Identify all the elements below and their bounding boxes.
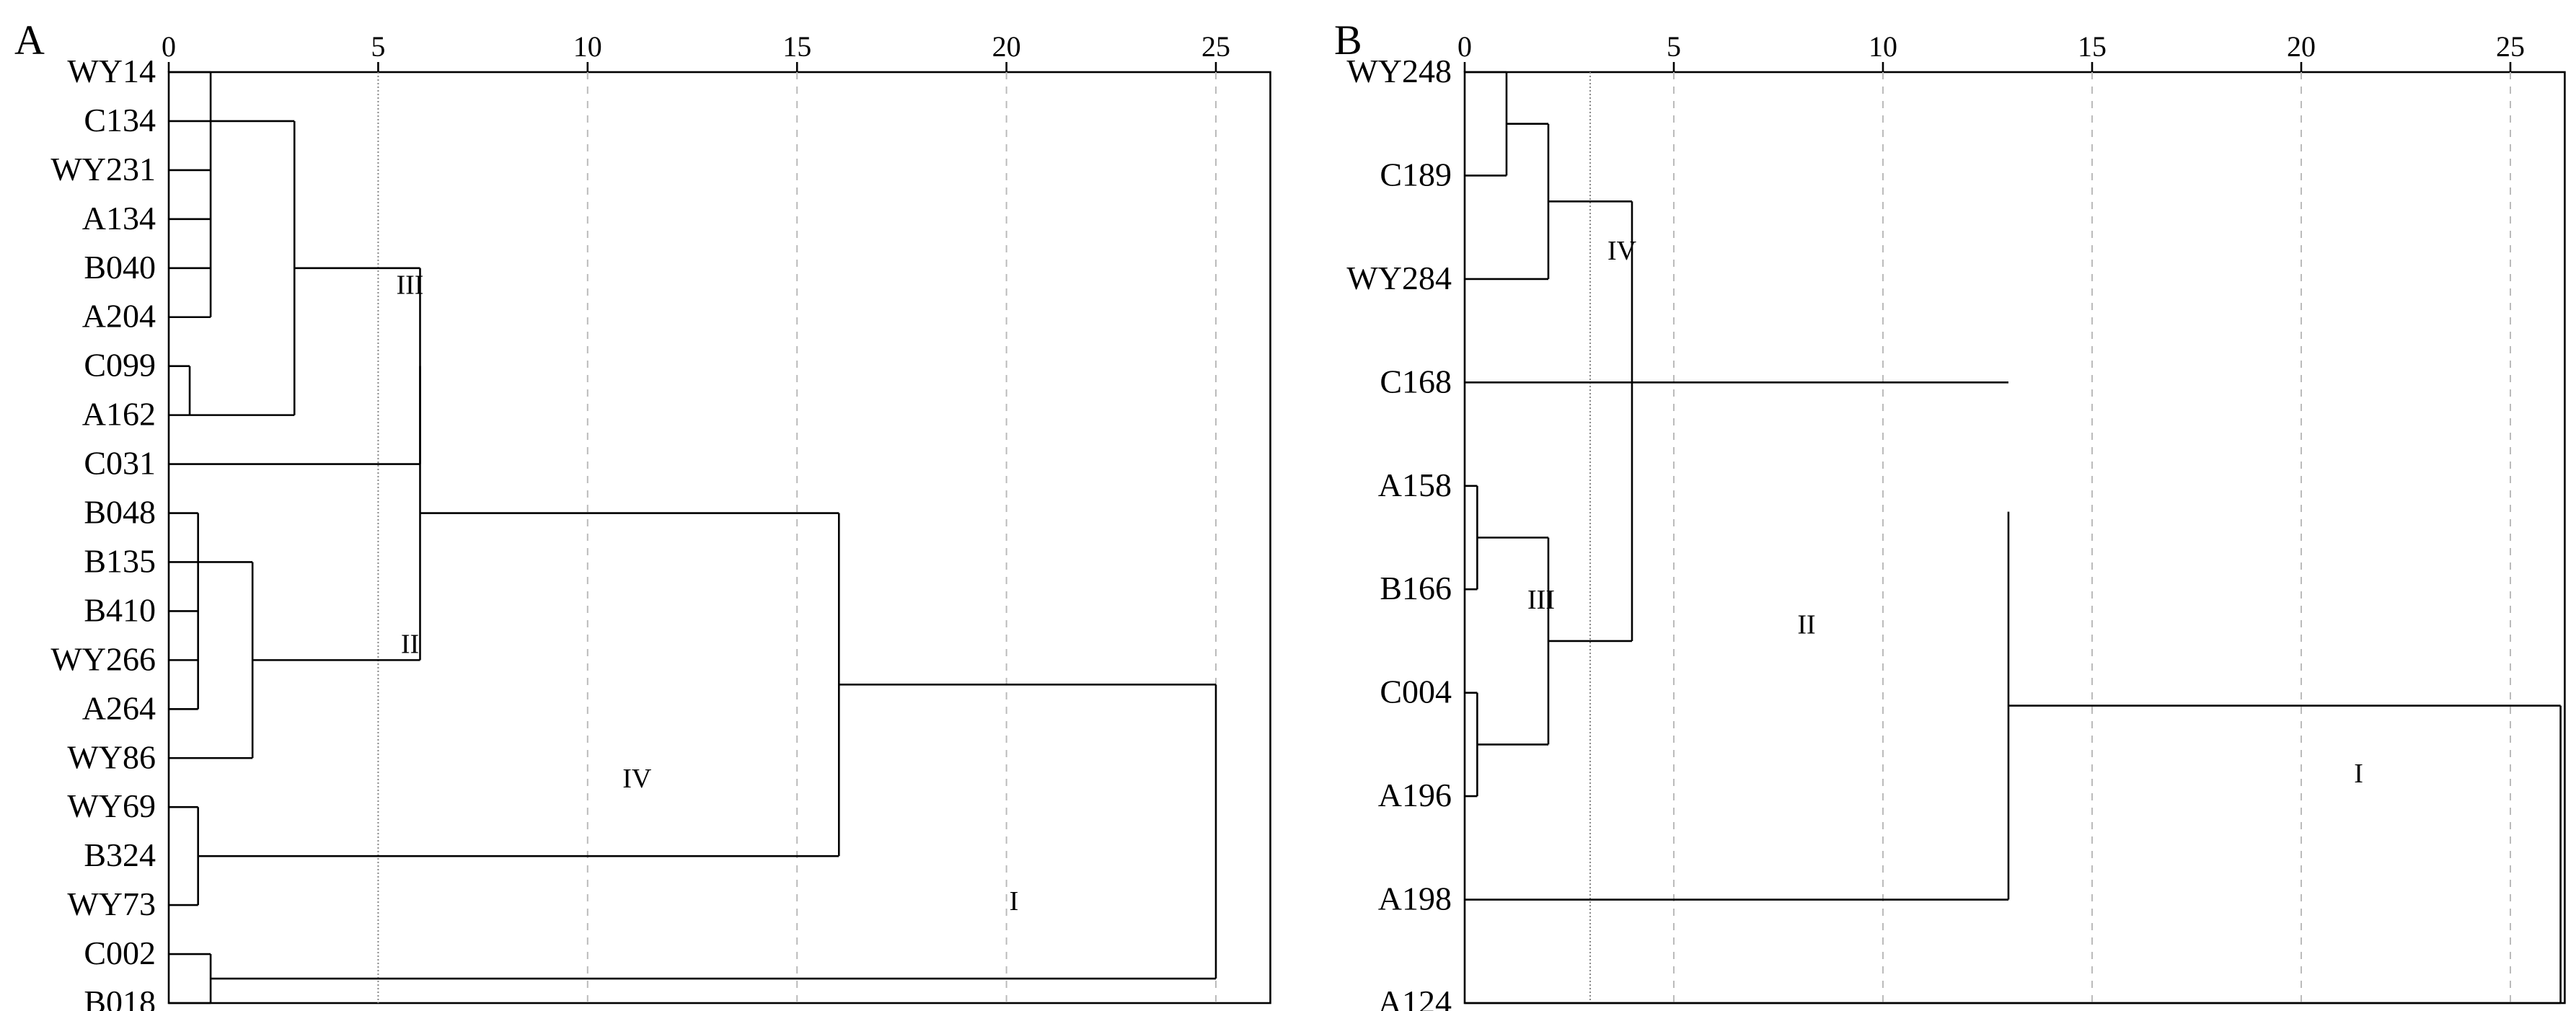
svg-text:B135: B135 (84, 542, 156, 579)
svg-text:C099: C099 (84, 347, 156, 384)
svg-text:20: 20 (992, 30, 1021, 63)
svg-text:B: B (1334, 17, 1362, 63)
svg-text:WY266: WY266 (50, 640, 156, 677)
svg-text:15: 15 (782, 30, 811, 63)
svg-text:A124: A124 (1378, 984, 1452, 1011)
svg-text:10: 10 (1869, 30, 1897, 63)
svg-text:0: 0 (162, 30, 176, 63)
svg-text:II: II (401, 629, 419, 659)
svg-text:5: 5 (1667, 30, 1681, 63)
svg-text:A196: A196 (1378, 777, 1452, 813)
svg-text:20: 20 (2287, 30, 2316, 63)
svg-text:B018: B018 (84, 984, 156, 1011)
svg-text:C189: C189 (1380, 156, 1452, 193)
svg-text:A: A (14, 17, 45, 63)
svg-text:C134: C134 (84, 102, 156, 138)
svg-text:III: III (1527, 585, 1555, 615)
svg-text:B166: B166 (1380, 570, 1452, 606)
svg-text:C002: C002 (84, 935, 156, 971)
svg-text:B040: B040 (84, 249, 156, 286)
svg-text:C168: C168 (1380, 363, 1452, 399)
svg-text:C004: C004 (1380, 674, 1452, 710)
svg-text:I: I (1010, 886, 1019, 917)
svg-text:WY284: WY284 (1346, 260, 1452, 296)
svg-text:IV: IV (622, 764, 652, 794)
svg-text:15: 15 (2078, 30, 2107, 63)
svg-text:IV: IV (1607, 236, 1637, 266)
svg-text:II: II (1797, 610, 1815, 640)
svg-text:A198: A198 (1378, 880, 1452, 917)
svg-text:B410: B410 (84, 591, 156, 628)
svg-text:WY73: WY73 (67, 886, 156, 922)
svg-text:10: 10 (573, 30, 602, 63)
svg-text:A162: A162 (82, 396, 156, 433)
svg-text:25: 25 (2496, 30, 2525, 63)
svg-text:C031: C031 (84, 445, 156, 482)
svg-text:WY248: WY248 (1346, 53, 1452, 89)
svg-text:A264: A264 (82, 689, 156, 726)
svg-text:5: 5 (371, 30, 385, 63)
svg-text:A134: A134 (82, 200, 156, 237)
svg-text:WY14: WY14 (67, 53, 156, 89)
svg-text:III: III (396, 270, 423, 301)
svg-text:WY69: WY69 (67, 787, 156, 824)
svg-text:B324: B324 (84, 836, 156, 873)
svg-text:0: 0 (1457, 30, 1472, 63)
svg-text:WY86: WY86 (67, 738, 156, 775)
svg-text:25: 25 (1201, 30, 1230, 63)
svg-text:B048: B048 (84, 494, 156, 531)
svg-text:A204: A204 (82, 298, 156, 335)
svg-text:A158: A158 (1378, 467, 1452, 503)
svg-text:I: I (2354, 759, 2363, 789)
svg-text:WY231: WY231 (50, 151, 156, 187)
